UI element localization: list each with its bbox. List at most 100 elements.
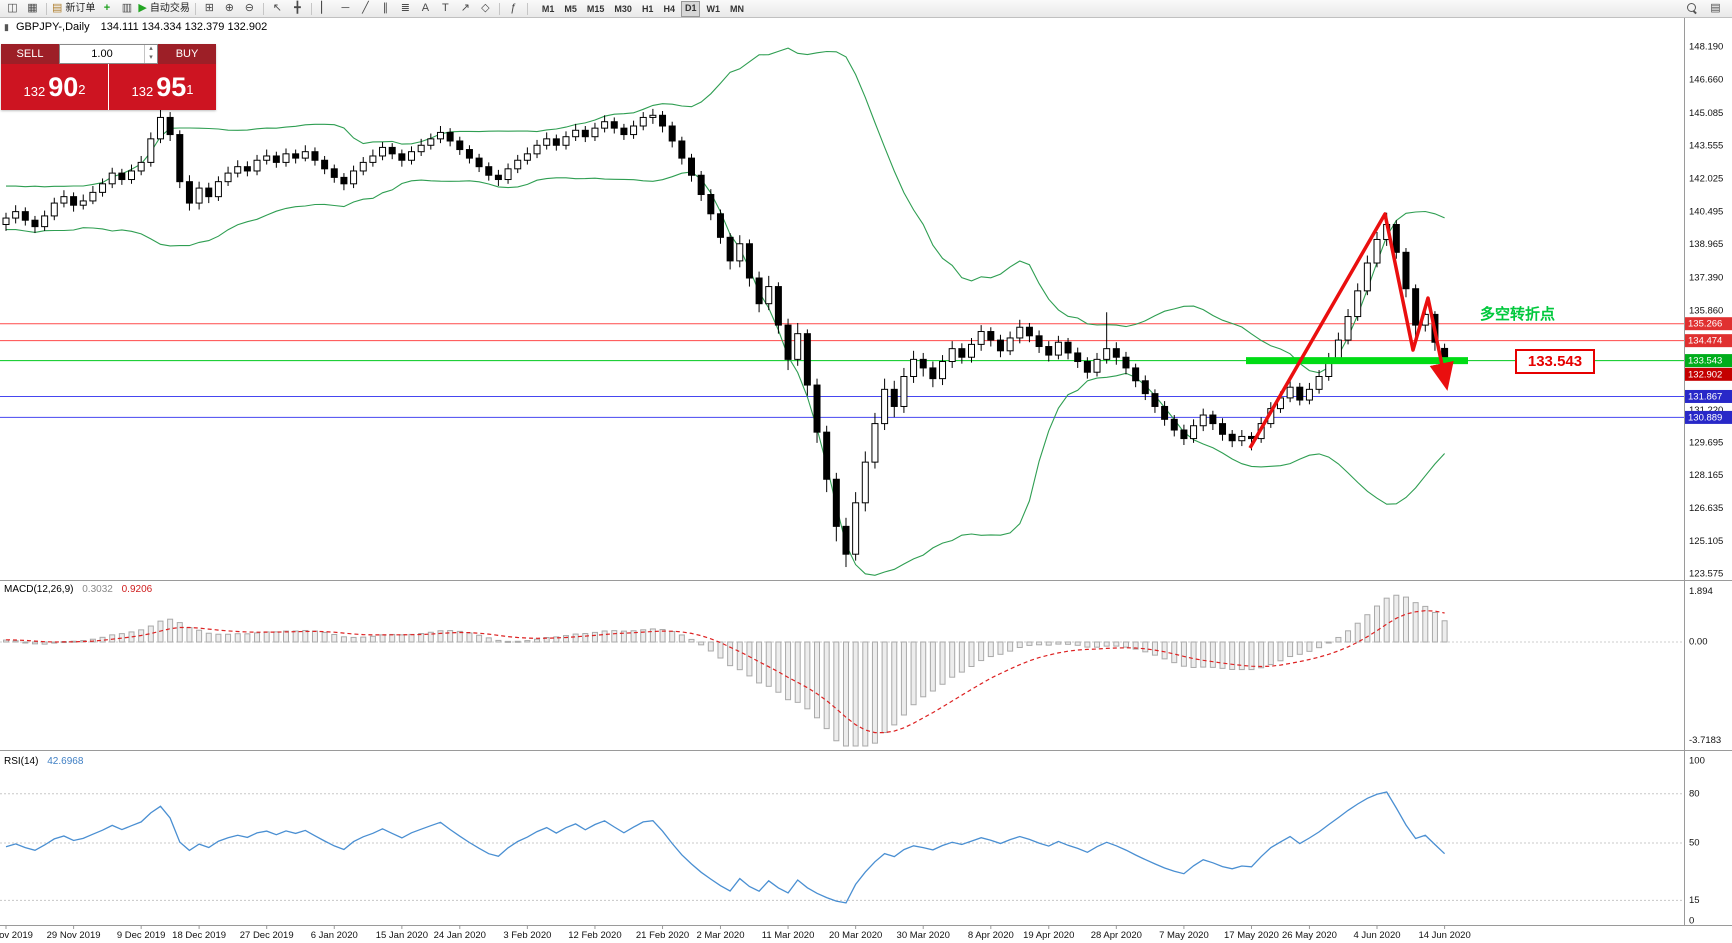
horizontal-line-icon[interactable]: ─: [336, 1, 355, 16]
timeframe-mn[interactable]: MN: [729, 3, 744, 14]
sell-price-big: 132: [23, 83, 46, 99]
date-label: 24 Jan 2020: [434, 930, 486, 941]
date-label: 17 May 2020: [1224, 930, 1279, 941]
rsi-axis-label: 80: [1689, 788, 1700, 799]
timeframe-m30[interactable]: M30: [614, 3, 632, 14]
horizontal-line-icon: ─: [341, 2, 350, 14]
fibonacci-icon[interactable]: ≣: [396, 1, 415, 16]
toolbar-separator: [46, 2, 47, 15]
indicators-icon: ƒ: [510, 2, 517, 14]
date-label: 8 Apr 2020: [968, 930, 1014, 941]
symbol-ohlc: 134.111 134.334 132.379 132.902: [100, 21, 268, 33]
channel-icon[interactable]: ∥: [376, 1, 395, 16]
new-order-button-label: 新订单: [65, 3, 96, 14]
vertical-line-icon[interactable]: ▏: [316, 1, 335, 16]
date-label: 18 Dec 2019: [172, 930, 226, 941]
volume-value[interactable]: 1.00: [91, 48, 113, 60]
date-label: 19 Apr 2020: [1023, 930, 1074, 941]
zoom-in-icon[interactable]: ⊕: [220, 1, 239, 16]
sell-price-pips: 90: [48, 71, 79, 102]
turning-point-annotation[interactable]: 多空转折点: [1480, 306, 1556, 323]
search-icon[interactable]: [1683, 1, 1702, 16]
auto-trading-button[interactable]: ▶ 自动交易: [137, 1, 190, 16]
volume-down-icon[interactable]: ▾: [149, 54, 153, 61]
buy-price-button[interactable]: 132 95 1: [109, 64, 216, 110]
label-icon: T: [442, 2, 449, 14]
buy-price-big: 132: [131, 83, 154, 99]
svg-text:132.902: 132.902: [1688, 369, 1722, 380]
macd-axis-label: 0.00: [1689, 637, 1708, 648]
rsi-pane[interactable]: [0, 791, 1684, 904]
price-axis-label: 128.165: [1689, 470, 1723, 481]
cursor-icon[interactable]: ↖: [268, 1, 287, 16]
auto-trading-button-label: 自动交易: [149, 3, 190, 14]
price-tag-133.543: 133.543: [1685, 354, 1732, 368]
sell-price-sup: 2: [78, 81, 86, 97]
timeframe-h4[interactable]: H4: [663, 3, 675, 14]
timeframe-m15[interactable]: M15: [586, 3, 605, 14]
bollinger-upper-band: [6, 47, 1445, 374]
price-axis-label: 125.105: [1689, 536, 1723, 547]
price-tag-130.889: 130.889: [1685, 410, 1732, 424]
new-chart-icon[interactable]: +: [97, 1, 116, 16]
date-label: 2 Mar 2020: [696, 930, 744, 941]
volume-stepper[interactable]: ▴ ▾: [144, 45, 157, 63]
toolbar-separator: [262, 2, 264, 15]
cascade-windows-icon[interactable]: ⊞: [200, 1, 219, 16]
new-order-icon: ▤: [52, 2, 63, 14]
date-label: 6 Jan 2020: [311, 930, 358, 941]
macd-pane[interactable]: [0, 594, 1684, 747]
main-chart-pane[interactable]: [0, 47, 1684, 576]
chart-window-icon[interactable]: ◫: [3, 1, 22, 16]
price-tag-131.867: 131.867: [1685, 389, 1732, 403]
timeframe-w1[interactable]: W1: [706, 3, 720, 14]
date-label: 27 Dec 2019: [240, 930, 294, 941]
zoom-out-icon[interactable]: ⊖: [240, 1, 259, 16]
date-label: 14 Jun 2020: [1418, 930, 1470, 941]
toolbar-separator: [194, 2, 196, 15]
symbol-title: GBPJPY-,Daily 134.111 134.334 132.379 13…: [16, 21, 267, 33]
date-label: 20 Mar 2020: [829, 930, 882, 941]
timeframe-m5[interactable]: M5: [564, 3, 577, 14]
macd-header: MACD(12,26,9) 0.3032 0.9206: [4, 584, 152, 595]
profiles-icon[interactable]: ▥: [117, 1, 136, 16]
cursor-icon: ↖: [272, 2, 282, 14]
buy-button[interactable]: BUY: [158, 44, 216, 64]
rsi-axis-label: 0: [1689, 916, 1694, 927]
sell-button[interactable]: SELL: [1, 44, 59, 64]
label-icon[interactable]: T: [436, 1, 455, 16]
trendline-icon[interactable]: ╱: [356, 1, 375, 16]
timeframe-h1[interactable]: H1: [641, 3, 654, 14]
trend-arrow-annotation[interactable]: [1248, 212, 1454, 449]
indicators-icon[interactable]: ƒ: [504, 1, 523, 16]
volume-up-icon[interactable]: ▴: [149, 45, 153, 52]
date-label: 3 Feb 2020: [503, 930, 551, 941]
sell-price-button[interactable]: 132 90 2: [1, 64, 108, 110]
new-order-button[interactable]: ▤ 新订单: [51, 1, 96, 16]
price-axis[interactable]: 148.190 146.660 145.085 143.555 142.025 140.4…: [1685, 42, 1732, 580]
macd-signal-value: 0.9206: [121, 584, 153, 595]
price-axis-label: 145.085: [1689, 108, 1723, 119]
crosshair-icon[interactable]: ╋: [288, 1, 307, 16]
price-axis-label: 146.660: [1689, 74, 1723, 85]
buy-price-sup: 1: [186, 81, 194, 97]
chart-list-icon[interactable]: ▤: [1710, 2, 1721, 14]
timeframe-d1[interactable]: D1: [680, 0, 701, 17]
macd-axis-label: -3.7183: [1689, 735, 1721, 746]
text-icon[interactable]: A: [416, 1, 435, 16]
arrow-tools-icon[interactable]: ↗: [456, 1, 475, 16]
zoom-out-icon: ⊖: [244, 2, 254, 14]
rsi-name: RSI(14): [4, 756, 39, 767]
price-callout-box[interactable]: 133.543: [1515, 349, 1595, 374]
tile-windows-icon[interactable]: ▦: [23, 1, 42, 16]
timeframe-m1[interactable]: M1: [541, 3, 555, 14]
shapes-icon[interactable]: ◇: [476, 1, 495, 16]
date-label: 4 Jun 2020: [1354, 930, 1401, 941]
time-axis[interactable]: 20 Nov 2019 29 Nov 2019 9 Dec 2019 18 Dec 2…: [0, 926, 1471, 941]
price-axis-label: 140.495: [1689, 206, 1723, 217]
new-chart-icon: +: [103, 2, 111, 14]
search-icon: [1687, 3, 1698, 14]
chart-window-icon: ◫: [7, 2, 18, 14]
volume-input[interactable]: 1.00 ▴ ▾: [59, 44, 158, 64]
